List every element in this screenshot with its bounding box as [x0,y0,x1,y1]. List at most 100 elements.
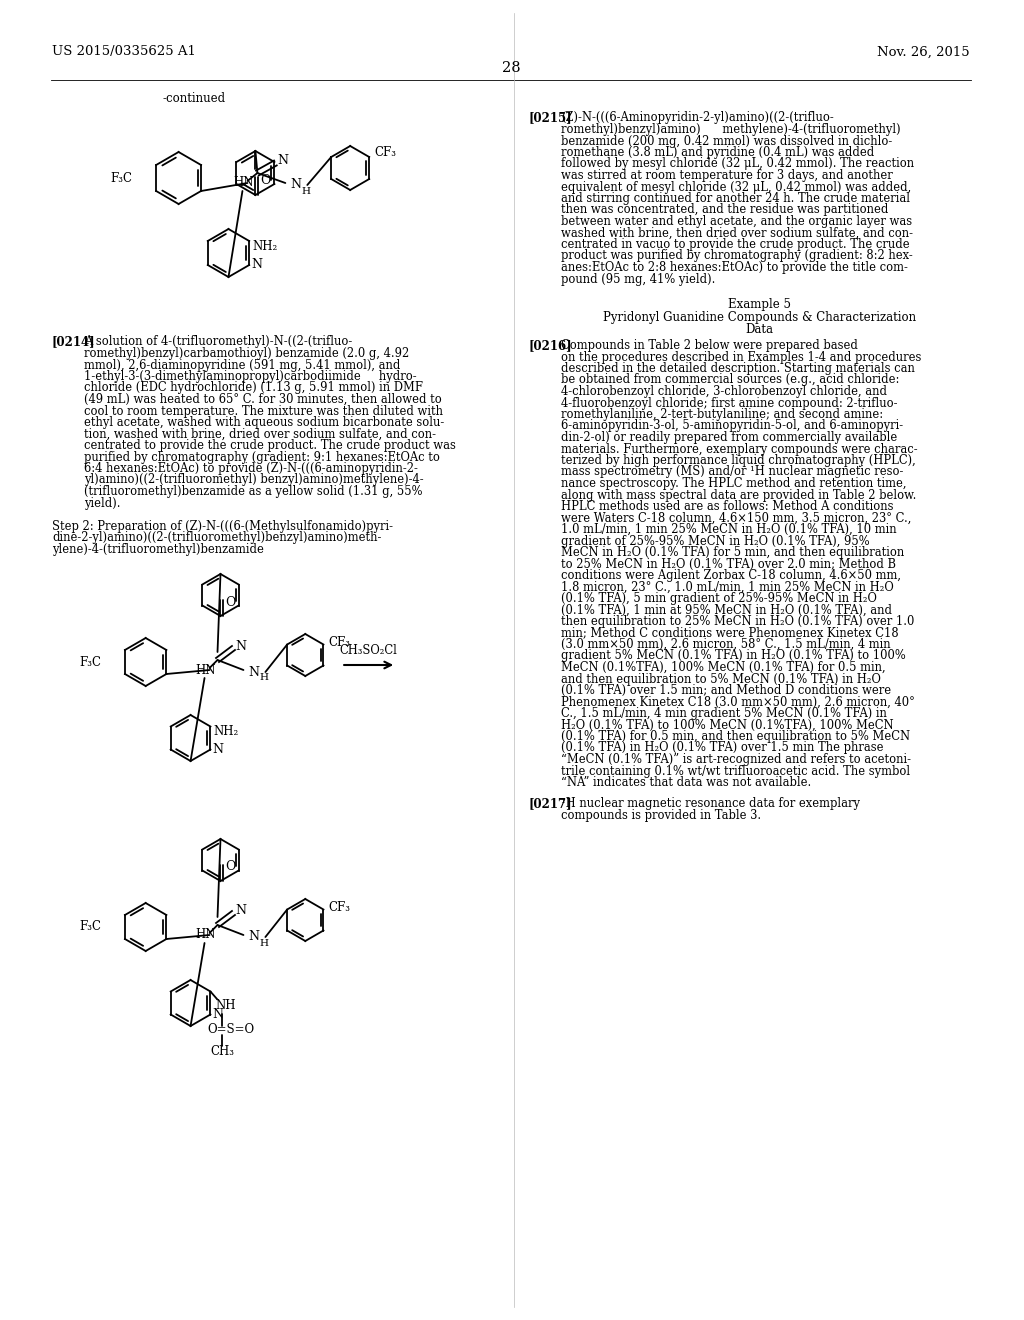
Text: MeCN (0.1%TFA), 100% MeCN (0.1% TFA) for 0.5 min,: MeCN (0.1%TFA), 100% MeCN (0.1% TFA) for… [561,661,886,675]
Text: N: N [236,904,247,917]
Text: N: N [251,259,262,272]
Text: O: O [225,595,236,609]
Text: anes:EtOAc to 2:8 hexanes:EtOAc) to provide the title com-: anes:EtOAc to 2:8 hexanes:EtOAc) to prov… [561,261,907,275]
Text: H: H [301,186,310,195]
Text: (0.1% TFA) in H₂O (0.1% TFA) over 1.5 min The phrase: (0.1% TFA) in H₂O (0.1% TFA) over 1.5 mi… [561,742,884,755]
Text: between water and ethyl acetate, and the organic layer was: between water and ethyl acetate, and the… [561,215,911,228]
Text: N: N [291,178,301,191]
Text: Phenomenex Kinetex C18 (3.0 mm×50 mm), 2.6 micron, 40°: Phenomenex Kinetex C18 (3.0 mm×50 mm), 2… [561,696,914,709]
Text: (Z)-N-(((6-Aminopyridin-2-yl)amino)((2-(trifluo-: (Z)-N-(((6-Aminopyridin-2-yl)amino)((2-(… [561,111,834,124]
Text: chloride (EDC hydrochloride) (1.13 g, 5.91 mmol) in DMF: chloride (EDC hydrochloride) (1.13 g, 5.… [84,381,423,395]
Text: (0.1% TFA) for 0.5 min, and then equilibration to 5% MeCN: (0.1% TFA) for 0.5 min, and then equilib… [561,730,910,743]
Text: mass spectrometry (MS) and/or ¹H nuclear magnetic reso-: mass spectrometry (MS) and/or ¹H nuclear… [561,466,903,479]
Text: romethane (3.8 mL) and pyridine (0.4 mL) was added: romethane (3.8 mL) and pyridine (0.4 mL)… [561,147,873,158]
Text: product was purified by chromatography (gradient: 8:2 hex-: product was purified by chromatography (… [561,249,912,263]
Text: MeCN in H₂O (0.1% TFA) for 5 min, and then equilibration: MeCN in H₂O (0.1% TFA) for 5 min, and th… [561,546,904,558]
Text: Nov. 26, 2015: Nov. 26, 2015 [878,45,970,58]
Text: romethylaniline, 2-tert-butylaniline; and second amine:: romethylaniline, 2-tert-butylaniline; an… [561,408,883,421]
Text: NH₂: NH₂ [252,239,278,252]
Text: O: O [225,861,236,874]
Text: Pyridonyl Guanidine Compounds & Characterization: Pyridonyl Guanidine Compounds & Characte… [603,312,915,323]
Text: (3.0 mm×50 mm), 2.6 micron, 58° C., 1.5 mL/min, 4 min: (3.0 mm×50 mm), 2.6 micron, 58° C., 1.5 … [561,638,890,651]
Text: US 2015/0335625 A1: US 2015/0335625 A1 [52,45,196,58]
Text: cool to room temperature. The mixture was then diluted with: cool to room temperature. The mixture wa… [84,404,442,417]
Text: “NA” indicates that data was not available.: “NA” indicates that data was not availab… [561,776,811,789]
Text: was stirred at room temperature for 3 days, and another: was stirred at room temperature for 3 da… [561,169,893,182]
Text: (49 mL) was heated to 65° C. for 30 minutes, then allowed to: (49 mL) was heated to 65° C. for 30 minu… [84,393,441,407]
Text: N: N [278,154,289,168]
Text: purified by chromatography (gradient: 9:1 hexanes:EtOAc to: purified by chromatography (gradient: 9:… [84,450,439,463]
Text: HPLC methods used are as follows: Method A conditions: HPLC methods used are as follows: Method… [561,500,893,513]
Text: HN: HN [233,177,254,190]
Text: 1-ethyl-3-(3-dimethylaminopropyl)carbodiimide     hydro-: 1-ethyl-3-(3-dimethylaminopropyl)carbodi… [84,370,417,383]
Text: pound (95 mg, 41% yield).: pound (95 mg, 41% yield). [561,272,715,285]
Text: then was concentrated, and the residue was partitioned: then was concentrated, and the residue w… [561,203,888,216]
Text: materials. Furthermore, exemplary compounds were charac-: materials. Furthermore, exemplary compou… [561,442,918,455]
Text: Step 2: Preparation of (Z)-N-(((6-(Methylsulfonamido)pyri-: Step 2: Preparation of (Z)-N-(((6-(Methy… [52,520,393,533]
Text: Data: Data [745,323,773,337]
Text: 6:4 hexanes:EtOAc) to provide (Z)-N-(((6-aminopyridin-2-: 6:4 hexanes:EtOAc) to provide (Z)-N-(((6… [84,462,418,475]
Text: C., 1.5 mL/min, 4 min gradient 5% MeCN (0.1% TFA) in: C., 1.5 mL/min, 4 min gradient 5% MeCN (… [561,708,887,719]
Text: conditions were Agilent Zorbax C-18 column, 4.6×50 mm,: conditions were Agilent Zorbax C-18 colu… [561,569,901,582]
Text: Compounds in Table 2 below were prepared based: Compounds in Table 2 below were prepared… [561,339,857,352]
Text: romethyl)benzyl)carbamothioyl) benzamide (2.0 g, 4.92: romethyl)benzyl)carbamothioyl) benzamide… [84,347,409,360]
Text: 1.8 micron, 23° C., 1.0 mL/min, 1 min 25% MeCN in H₂O: 1.8 micron, 23° C., 1.0 mL/min, 1 min 25… [561,581,894,594]
Text: centrated in vacuo to provide the crude product. The crude: centrated in vacuo to provide the crude … [561,238,909,251]
Text: dine-2-yl)amino)((2-(trifluoromethyl)benzyl)amino)meth-: dine-2-yl)amino)((2-(trifluoromethyl)ben… [52,532,381,544]
Text: NH: NH [215,999,236,1012]
Text: [0217]: [0217] [528,797,572,810]
Text: CF₃: CF₃ [374,147,396,160]
Text: described in the detailed description. Starting materials can: described in the detailed description. S… [561,362,914,375]
Text: terized by high performance liquid chromatography (HPLC),: terized by high performance liquid chrom… [561,454,915,467]
Text: then equilibration to 25% MeCN in H₂O (0.1% TFA) over 1.0: then equilibration to 25% MeCN in H₂O (0… [561,615,914,628]
Text: yield).: yield). [84,496,120,510]
Text: min; Method C conditions were Phenomenex Kinetex C18: min; Method C conditions were Phenomenex… [561,627,898,639]
Text: and then equilibration to 5% MeCN (0.1% TFA) in H₂O: and then equilibration to 5% MeCN (0.1% … [561,672,881,685]
Text: (0.1% TFA), 1 min at 95% MeCN in H₂O (0.1% TFA), and: (0.1% TFA), 1 min at 95% MeCN in H₂O (0.… [561,603,892,616]
Text: gradient 5% MeCN (0.1% TFA) in H₂O (0.1% TFA) to 100%: gradient 5% MeCN (0.1% TFA) in H₂O (0.1%… [561,649,905,663]
Text: CH₃: CH₃ [210,1045,234,1059]
Text: (0.1% TFA) over 1.5 min; and Method D conditions were: (0.1% TFA) over 1.5 min; and Method D co… [561,684,891,697]
Text: O=S=O: O=S=O [208,1023,255,1036]
Text: equivalent of mesyl chloride (32 μL, 0.42 mmol) was added,: equivalent of mesyl chloride (32 μL, 0.4… [561,181,911,194]
Text: 6-aminopyridin-3-ol, 5-aminopyridin-5-ol, and 6-aminopyri-: 6-aminopyridin-3-ol, 5-aminopyridin-5-ol… [561,420,903,433]
Text: mmol), 2,6-diaminopyridine (591 mg, 5.41 mmol), and: mmol), 2,6-diaminopyridine (591 mg, 5.41… [84,359,400,371]
Text: H: H [259,673,268,682]
Text: centrated to provide the crude product. The crude product was: centrated to provide the crude product. … [84,440,456,451]
Text: ethyl acetate, washed with aqueous sodium bicarbonate solu-: ethyl acetate, washed with aqueous sodiu… [84,416,444,429]
Text: [0216]: [0216] [528,339,572,352]
Text: F₃C: F₃C [111,172,133,185]
Text: benzamide (200 mg, 0.42 mmol) was dissolved in dichlo-: benzamide (200 mg, 0.42 mmol) was dissol… [561,135,892,148]
Text: H₂O (0.1% TFA) to 100% MeCN (0.1%TFA), 100% MeCN: H₂O (0.1% TFA) to 100% MeCN (0.1%TFA), 1… [561,718,893,731]
Text: CF₃: CF₃ [329,900,350,913]
Text: N: N [212,1008,223,1020]
Text: romethyl)benzyl)amino)      methylene)-4-(trifluoromethyl): romethyl)benzyl)amino) methylene)-4-(tri… [561,123,900,136]
Text: ¹H nuclear magnetic resonance data for exemplary: ¹H nuclear magnetic resonance data for e… [561,797,860,810]
Text: “MeCN (0.1% TFA)” is art-recognized and refers to acetoni-: “MeCN (0.1% TFA)” is art-recognized and … [561,752,910,766]
Text: HN: HN [196,664,216,676]
Text: O: O [260,174,270,187]
Text: ylene)-4-(trifluoromethyl)benzamide: ylene)-4-(trifluoromethyl)benzamide [52,543,264,556]
Text: followed by mesyl chloride (32 μL, 0.42 mmol). The reaction: followed by mesyl chloride (32 μL, 0.42 … [561,157,913,170]
Text: 1.0 mL/min, 1 min 25% MeCN in H₂O (0.1% TFA), 10 min: 1.0 mL/min, 1 min 25% MeCN in H₂O (0.1% … [561,523,896,536]
Text: trile containing 0.1% wt/wt trifluoroacetic acid. The symbol: trile containing 0.1% wt/wt trifluoroace… [561,764,910,777]
Text: F₃C: F₃C [80,920,101,933]
Text: N: N [249,665,259,678]
Text: on the procedures described in Examples 1-4 and procedures: on the procedures described in Examples … [561,351,922,363]
Text: 4-chlorobenzoyl chloride, 3-chlorobenzoyl chloride, and: 4-chlorobenzoyl chloride, 3-chlorobenzoy… [561,385,887,399]
Text: N: N [212,743,223,756]
Text: (0.1% TFA), 5 min gradient of 25%-95% MeCN in H₂O: (0.1% TFA), 5 min gradient of 25%-95% Me… [561,591,877,605]
Text: to 25% MeCN in H₂O (0.1% TFA) over 2.0 min; Method B: to 25% MeCN in H₂O (0.1% TFA) over 2.0 m… [561,557,896,570]
Text: (trifluoromethyl)benzamide as a yellow solid (1.31 g, 55%: (trifluoromethyl)benzamide as a yellow s… [84,484,422,498]
Text: 4-fluorobenzoyl chloride; first amine compound: 2-trifluo-: 4-fluorobenzoyl chloride; first amine co… [561,396,897,409]
Text: HN: HN [196,928,216,941]
Text: [0215]: [0215] [528,111,572,124]
Text: A solution of 4-(trifluoromethyl)-N-((2-(trifluo-: A solution of 4-(trifluoromethyl)-N-((2-… [84,335,352,348]
Text: N: N [249,931,259,944]
Text: CF₃: CF₃ [329,636,350,649]
Text: were Waters C-18 column, 4.6×150 mm, 3.5 micron, 23° C.,: were Waters C-18 column, 4.6×150 mm, 3.5… [561,511,911,524]
Text: be obtained from commercial sources (e.g., acid chloride:: be obtained from commercial sources (e.g… [561,374,899,387]
Text: compounds is provided in Table 3.: compounds is provided in Table 3. [561,809,761,822]
Text: N: N [236,639,247,652]
Text: gradient of 25%-95% MeCN in H₂O (0.1% TFA), 95%: gradient of 25%-95% MeCN in H₂O (0.1% TF… [561,535,869,548]
